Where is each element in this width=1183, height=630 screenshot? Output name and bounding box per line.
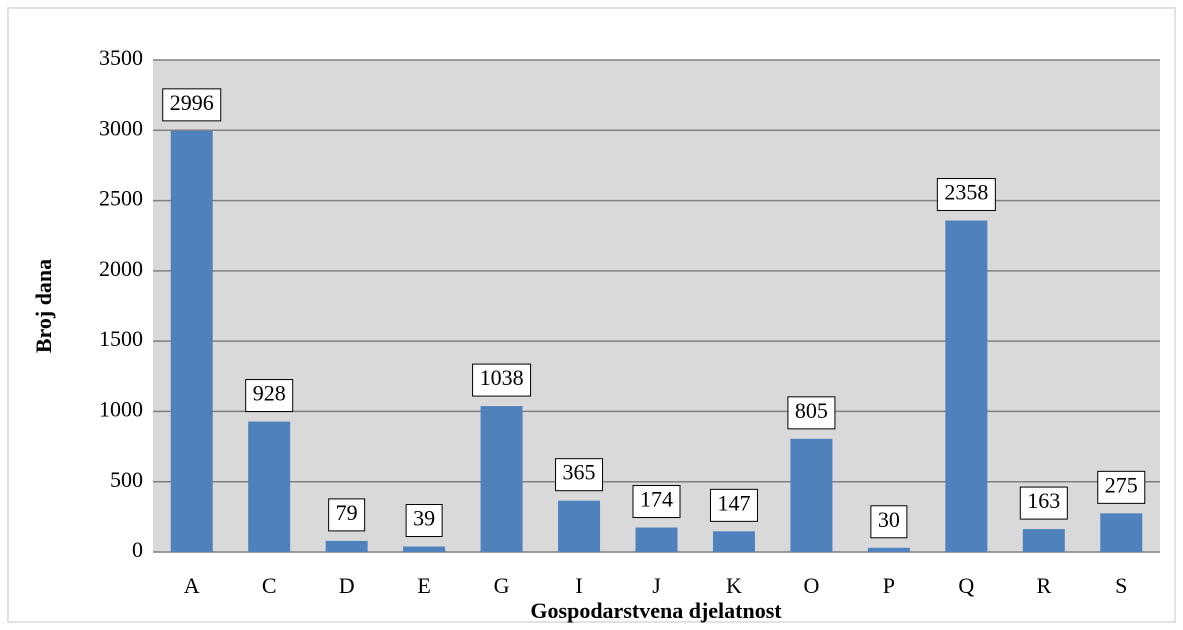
data-label-box bbox=[870, 505, 908, 539]
y-tick-label: 1500 bbox=[99, 326, 143, 351]
plot-area bbox=[153, 60, 1160, 552]
data-label: 275 bbox=[1105, 472, 1138, 497]
x-tick-label: I bbox=[575, 573, 582, 598]
data-label-box bbox=[787, 396, 836, 430]
x-tick-label: P bbox=[883, 573, 895, 598]
x-tick-label: A bbox=[184, 573, 200, 598]
x-tick-label: K bbox=[726, 573, 742, 598]
data-label: 1038 bbox=[480, 365, 524, 390]
bar bbox=[558, 500, 601, 552]
bar bbox=[403, 546, 446, 552]
data-label: 928 bbox=[253, 381, 286, 406]
y-tick-label: 0 bbox=[132, 537, 143, 562]
bar bbox=[867, 547, 910, 552]
y-tick-label: 500 bbox=[110, 467, 143, 492]
data-label: 163 bbox=[1027, 488, 1060, 513]
data-label: 2358 bbox=[944, 180, 988, 205]
bar bbox=[712, 531, 755, 552]
data-label-box bbox=[245, 379, 294, 413]
data-label: 147 bbox=[717, 490, 750, 515]
y-tick-label: 2500 bbox=[99, 186, 143, 211]
data-label-box bbox=[709, 488, 758, 522]
bar bbox=[1100, 513, 1143, 552]
data-label: 805 bbox=[795, 398, 828, 423]
bar bbox=[945, 220, 988, 552]
data-label-box bbox=[632, 485, 681, 519]
x-tick-label: C bbox=[262, 573, 277, 598]
data-label: 39 bbox=[413, 506, 435, 531]
x-tick-label: R bbox=[1036, 573, 1051, 598]
bar bbox=[248, 421, 291, 552]
y-tick-label: 1000 bbox=[99, 396, 143, 421]
data-label-box bbox=[472, 363, 532, 397]
data-label-box bbox=[162, 88, 222, 122]
y-tick-label: 3000 bbox=[99, 115, 143, 140]
x-tick-label: E bbox=[417, 573, 430, 598]
x-tick-label: O bbox=[803, 573, 819, 598]
data-label-box bbox=[936, 178, 996, 212]
y-axis-title: Broj dana bbox=[31, 259, 56, 353]
bar bbox=[1022, 529, 1065, 552]
data-label-box bbox=[405, 504, 443, 538]
x-tick-label: D bbox=[339, 573, 355, 598]
data-label: 365 bbox=[563, 460, 596, 485]
data-label: 2996 bbox=[170, 90, 214, 115]
data-label-box bbox=[555, 458, 604, 492]
x-tick-label: S bbox=[1115, 573, 1127, 598]
data-label: 79 bbox=[336, 500, 358, 525]
x-axis-title: Gospodarstvena djelatnost bbox=[530, 598, 782, 623]
y-tick-label: 3500 bbox=[99, 45, 143, 70]
data-label: 30 bbox=[878, 507, 900, 532]
x-tick-label: Q bbox=[958, 573, 974, 598]
data-label-box bbox=[1019, 486, 1068, 520]
data-label-box bbox=[328, 498, 366, 532]
x-tick-label: G bbox=[494, 573, 510, 598]
bar bbox=[170, 130, 213, 552]
data-label: 174 bbox=[640, 487, 673, 512]
x-tick-label: J bbox=[652, 573, 661, 598]
bar bbox=[325, 540, 368, 552]
bar bbox=[480, 406, 523, 552]
y-tick-label: 2000 bbox=[99, 256, 143, 281]
bar bbox=[635, 527, 678, 552]
bar bbox=[790, 438, 833, 552]
data-label-box bbox=[1097, 470, 1146, 504]
